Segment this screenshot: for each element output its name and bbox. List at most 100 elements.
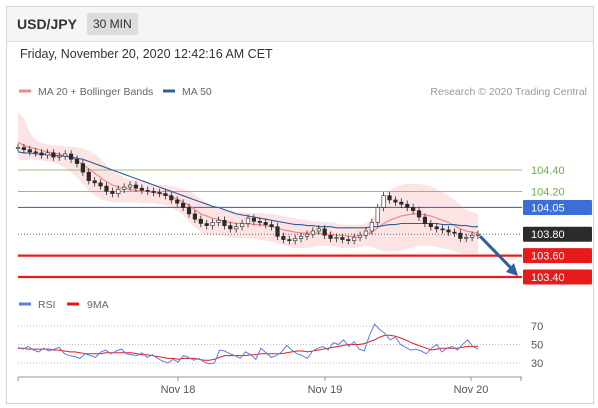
candle-body (39, 152, 44, 156)
candle-body (310, 230, 315, 235)
candle-body (45, 152, 50, 156)
candle-body (186, 207, 192, 215)
level-label-103-60: 103.60 (531, 251, 565, 263)
candle-body (245, 217, 251, 224)
x-tick-label: Nov 19 (308, 384, 343, 396)
candle-body (399, 201, 404, 205)
candle-body (251, 217, 256, 222)
legend-ma20-label: MA 20 + Bollinger Bands (38, 86, 153, 98)
candle-body (116, 188, 121, 194)
level-tag-103-60 (523, 248, 592, 264)
candle-body (405, 203, 410, 208)
candle-body (346, 239, 351, 241)
x-tick-label: Nov 18 (161, 384, 196, 396)
forecast-arrow-head (506, 263, 518, 276)
candle-body (458, 232, 463, 239)
level-tag-103-40 (523, 269, 592, 285)
candle-body (393, 199, 398, 203)
candle-body (363, 230, 369, 236)
candle-body (68, 153, 74, 160)
level-label-104-20: 104.20 (531, 186, 565, 198)
level-tag-103-80 (523, 226, 592, 242)
candle-body (369, 222, 374, 232)
rsi-ma9-line (18, 334, 478, 361)
candle-body (163, 193, 168, 196)
candle-body (416, 210, 422, 218)
candle-body (33, 151, 38, 154)
candle-body (281, 236, 286, 240)
chart-panel: USD/JPY 30 MIN Friday, November 20, 2020… (6, 6, 594, 404)
candle-body (63, 153, 68, 157)
candle-body (240, 223, 245, 228)
level-label-103-40: 103.40 (531, 272, 565, 284)
candle-body (446, 229, 451, 233)
candle-body (470, 234, 475, 238)
level-label-104-40: 104.40 (531, 165, 565, 177)
candle-body (316, 228, 321, 232)
candle-body (411, 207, 416, 211)
legend-9ma-label: 9MA (87, 299, 109, 311)
candle-body (216, 219, 221, 223)
candle-body (15, 147, 21, 149)
rsi-level-label-70: 70 (531, 321, 543, 333)
candle-body (275, 226, 280, 237)
level-tag-104-05 (523, 199, 592, 215)
candle-body (127, 184, 133, 188)
candle-body (133, 184, 139, 189)
candle-body (92, 180, 97, 184)
candle-body (139, 187, 144, 191)
candle-body (74, 159, 80, 164)
candle-body (234, 226, 239, 230)
candle-body (334, 237, 339, 239)
candle-body (80, 163, 85, 173)
chart-header: USD/JPY 30 MIN (7, 7, 593, 42)
level-label-104-05: 104.05 (531, 202, 565, 214)
candle-body (293, 238, 298, 241)
candle-body (387, 195, 392, 201)
candle-body (110, 191, 115, 194)
level-label-103-80: 103.80 (531, 229, 565, 241)
candle-body (434, 226, 439, 230)
candle-body (98, 182, 103, 187)
candle-body (422, 216, 428, 224)
candle-body (210, 222, 215, 226)
symbol-label: USD/JPY (17, 16, 77, 32)
candle-body (440, 228, 445, 231)
candle-body (464, 237, 469, 239)
candle-body (298, 236, 304, 239)
bollinger-band (18, 112, 478, 254)
timeframe-badge[interactable]: 30 MIN (87, 13, 138, 35)
candle-body (304, 233, 310, 237)
candle-body (122, 186, 127, 190)
rsi-level-label-50: 50 (531, 340, 543, 352)
candle-body (192, 213, 198, 220)
candle-body (57, 155, 62, 158)
candle-body (475, 233, 481, 236)
candle-body (151, 191, 156, 193)
candle-body (181, 202, 186, 208)
candle-body (381, 195, 386, 208)
candle-body (157, 192, 162, 194)
candle-body (263, 222, 268, 225)
candle-body (175, 199, 180, 204)
candle-body (198, 218, 203, 224)
candle-body (269, 224, 274, 228)
candle-body (328, 234, 333, 239)
candle-body (340, 237, 345, 240)
x-tick-label: Nov 20 (454, 384, 489, 396)
candle-body (104, 185, 109, 192)
candle-body (21, 147, 26, 150)
candle-body (257, 221, 262, 223)
candle-body (428, 223, 433, 228)
candle-body (145, 190, 150, 192)
rsi-line (17, 323, 479, 365)
candle-body (51, 152, 56, 158)
candle-body (86, 171, 91, 181)
candle-body (352, 237, 357, 241)
candle-body (452, 231, 457, 234)
rsi-level-label-30: 30 (531, 358, 543, 370)
candle-body (322, 228, 327, 236)
candle-body (287, 239, 292, 241)
candle-body (375, 207, 380, 223)
